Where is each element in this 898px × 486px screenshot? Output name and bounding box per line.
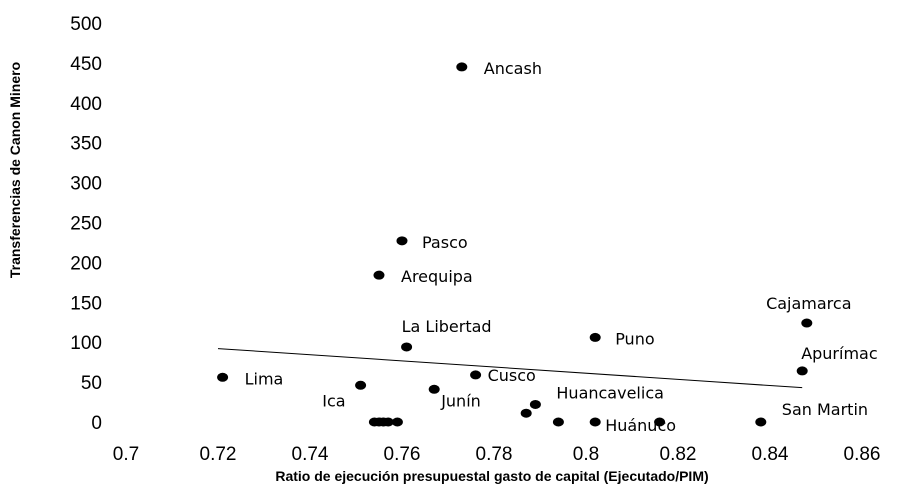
point-label: Ancash <box>484 59 542 78</box>
point-label: Arequipa <box>401 267 473 286</box>
data-point <box>428 384 440 394</box>
y-tick-label: 450 <box>70 54 102 75</box>
data-point <box>654 417 666 427</box>
point-label: Apurímac <box>801 344 877 363</box>
data-points <box>217 62 813 427</box>
y-tick-label: 150 <box>70 293 102 314</box>
data-point <box>589 417 601 427</box>
y-tick-label: 0 <box>91 413 102 434</box>
point-label: La Libertad <box>402 317 492 336</box>
x-tick-label: 0.8 <box>573 444 599 465</box>
data-point <box>796 366 808 376</box>
y-tick-label: 250 <box>70 214 102 235</box>
data-point <box>529 399 541 409</box>
data-point <box>552 417 564 427</box>
data-point <box>520 408 532 418</box>
data-point <box>589 332 601 342</box>
y-tick-label: 400 <box>70 94 102 115</box>
y-tick-label: 50 <box>81 373 102 394</box>
y-axis-ticks: 0 50 100 150 200 250 300 350 400 450 500 <box>70 14 102 434</box>
y-tick-label: 200 <box>70 253 102 274</box>
data-point <box>470 370 482 380</box>
x-tick-label: 0.74 <box>292 444 329 465</box>
x-axis-title: Ratio de ejecución presupuestal gasto de… <box>275 468 708 484</box>
x-tick-label: 0.82 <box>660 444 697 465</box>
point-label: San Martin <box>782 400 868 419</box>
x-tick-label: 0.86 <box>844 444 881 465</box>
data-point <box>755 417 767 427</box>
point-label: Lima <box>245 369 284 388</box>
data-point <box>217 372 229 382</box>
point-label: Pasco <box>422 233 468 252</box>
data-point <box>396 236 408 246</box>
data-point <box>456 62 468 72</box>
data-point <box>401 342 413 352</box>
point-label: Huancavelica <box>556 383 664 402</box>
point-label: Cusco <box>488 366 536 385</box>
point-labels: Ancash Pasco Arequipa Cajamarca Puno La Liber… <box>245 59 878 435</box>
y-tick-label: 300 <box>70 174 102 195</box>
x-tick-label: 0.72 <box>200 444 237 465</box>
data-point <box>382 417 394 427</box>
x-tick-label: 0.84 <box>752 444 789 465</box>
point-label: Junín <box>440 391 481 410</box>
x-tick-label: 0.78 <box>476 444 513 465</box>
point-label: Cajamarca <box>766 294 851 313</box>
data-point <box>801 318 813 328</box>
data-point <box>355 380 367 390</box>
data-point <box>391 417 403 427</box>
y-tick-label: 100 <box>70 333 102 354</box>
point-label: Huánuco <box>605 416 676 435</box>
x-tick-label: 0.76 <box>384 444 421 465</box>
point-label: Ica <box>322 391 345 410</box>
x-tick-label: 0.7 <box>113 444 139 465</box>
y-axis-title: Transferencias de Canon Minero <box>7 62 23 278</box>
point-label: Puno <box>615 329 654 348</box>
trendline <box>217 348 803 389</box>
y-tick-label: 500 <box>70 14 102 35</box>
data-point <box>373 270 385 280</box>
x-axis-ticks: 0.7 0.72 0.74 0.76 0.78 0.8 0.82 0.84 0.86 <box>113 444 881 465</box>
y-tick-label: 350 <box>70 134 102 155</box>
